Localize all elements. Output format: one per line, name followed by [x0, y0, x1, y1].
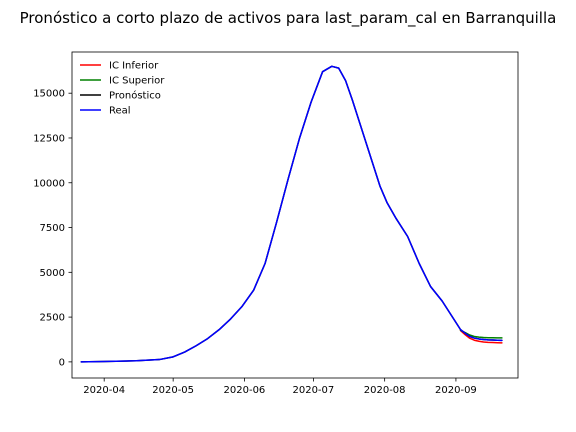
legend: IC Inferior IC Superior Pronóstico Real: [80, 61, 165, 117]
y-tick-label: 12500: [33, 133, 65, 144]
series-line-1: [459, 329, 503, 339]
x-tick-label: 2020-06: [224, 385, 266, 396]
series-line-2: [80, 65, 503, 363]
plot-frame: [71, 51, 519, 379]
chart-title: Pronóstico a corto plazo de activos para…: [20, 9, 557, 28]
x-tick-label: 2020-08: [364, 385, 406, 396]
y-tick-label: 15000: [33, 89, 65, 100]
legend-label: IC Superior: [109, 76, 165, 87]
y-tick-label: 10000: [33, 178, 65, 189]
series-line-3: [80, 65, 503, 363]
y-tick-label: 7500: [40, 223, 65, 234]
x-axis: 2020-04 2020-05 2020-06 2020-07 2020-08 2020-…: [83, 378, 477, 396]
x-tick-label: 2020-04: [83, 385, 125, 396]
legend-label: IC Inferior: [109, 61, 159, 72]
legend-label: Pronóstico: [109, 90, 161, 102]
x-tick-label: 2020-09: [435, 385, 477, 396]
y-tick-label: 0: [59, 357, 65, 368]
y-axis: 0 2500 5000 7500 10000 12500 15000: [33, 89, 72, 368]
plot-lines: [80, 65, 503, 363]
y-tick-label: 2500: [40, 313, 65, 324]
y-tick-label: 5000: [40, 268, 65, 279]
legend-label: Real: [109, 106, 131, 117]
x-tick-label: 2020-07: [292, 385, 334, 396]
series-line-0: [459, 329, 503, 344]
x-tick-label: 2020-05: [152, 385, 194, 396]
